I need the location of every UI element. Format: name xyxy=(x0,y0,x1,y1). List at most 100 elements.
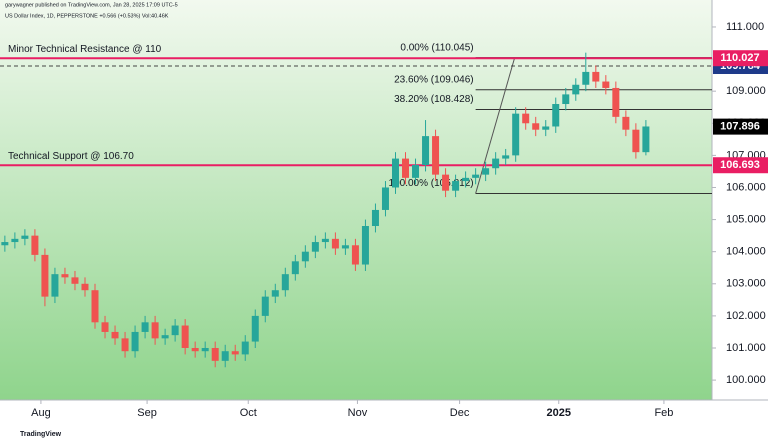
x-tick-label: Dec xyxy=(450,407,470,419)
y-tick-label: 111.000 xyxy=(726,21,764,33)
x-tick-label: Oct xyxy=(240,407,257,419)
candle-body xyxy=(231,351,239,355)
candle-body xyxy=(21,235,29,239)
y-tick-label: 109.000 xyxy=(726,85,766,97)
candle-body xyxy=(381,187,389,210)
candle-body xyxy=(482,168,490,175)
candle-body xyxy=(11,238,19,243)
candle-body xyxy=(402,158,410,178)
candle-body xyxy=(111,331,119,339)
x-tick-label: Aug xyxy=(31,407,51,419)
y-tick-label: 104.000 xyxy=(726,246,766,258)
candle-body xyxy=(582,71,590,85)
candle-body xyxy=(472,174,480,178)
candle-body xyxy=(331,238,339,249)
candle-body xyxy=(562,94,570,105)
candle-body xyxy=(291,261,299,275)
candle-body xyxy=(281,274,289,291)
candle-body xyxy=(301,251,309,262)
candle-body xyxy=(91,290,99,323)
candle-body xyxy=(251,315,259,342)
candle-body xyxy=(502,155,510,159)
candle-body xyxy=(41,254,49,297)
y-tick-label: 102.000 xyxy=(726,310,766,322)
candle-body xyxy=(31,235,39,255)
candle-body xyxy=(462,177,470,182)
candle-body xyxy=(341,245,349,249)
candle-body xyxy=(321,238,329,243)
candle-body xyxy=(552,104,560,127)
y-tick-label: 100.000 xyxy=(726,374,766,386)
candle-body xyxy=(1,242,9,246)
candle-body xyxy=(391,158,399,188)
candle-body xyxy=(622,116,630,130)
candle-body xyxy=(532,123,540,130)
candle-body xyxy=(121,338,129,352)
candle-body xyxy=(221,351,229,361)
fib-label: 100.00% (105.812) xyxy=(389,178,474,189)
candle-body xyxy=(422,136,430,166)
time-axis xyxy=(0,400,768,441)
candle-body xyxy=(492,158,500,169)
candle-body xyxy=(632,129,640,153)
fib-label: 38.20% (108.428) xyxy=(394,94,474,105)
candle-body xyxy=(592,71,600,82)
y-tick-label: 101.000 xyxy=(726,342,766,354)
plot-background xyxy=(0,0,712,400)
candle-body xyxy=(572,84,580,95)
y-tick-label: 105.000 xyxy=(726,213,766,225)
candle-body xyxy=(241,341,249,355)
candle-body xyxy=(371,209,379,227)
level-label: Technical Support @ 106.70 xyxy=(8,151,134,162)
trend-line xyxy=(475,57,516,194)
candle-body xyxy=(432,136,440,175)
x-tick-label: Sep xyxy=(137,407,157,419)
candle-body xyxy=(512,113,520,156)
candle-body xyxy=(191,347,199,352)
candle-body xyxy=(542,126,550,130)
fib-label: 0.00% (110.045) xyxy=(400,42,473,53)
candle-body xyxy=(201,347,209,352)
x-tick-label: Feb xyxy=(654,407,673,419)
symbol-info: US Dollar Index, 1D, PEPPERSTONE +0.566 … xyxy=(5,13,169,19)
brand: TradingView xyxy=(20,431,62,438)
candle-body xyxy=(131,331,139,352)
candle-body xyxy=(81,283,89,291)
candle-body xyxy=(181,325,189,348)
candle-body xyxy=(171,325,179,336)
price-tag-label: 107.896 xyxy=(720,121,760,133)
candle-body xyxy=(612,87,620,117)
price-tag-label: 110.027 xyxy=(720,52,759,64)
y-tick-label: 103.000 xyxy=(726,278,766,290)
level-label: Minor Technical Resistance @ 110 xyxy=(8,44,162,55)
price-tag-label: 106.693 xyxy=(720,159,760,171)
price-tag xyxy=(713,50,768,67)
candle-body xyxy=(412,165,420,178)
candle-body xyxy=(141,322,149,332)
candle-body xyxy=(602,81,610,88)
candle-body xyxy=(61,274,69,278)
candle-body xyxy=(101,322,109,332)
candle-body xyxy=(642,126,650,153)
candle-body xyxy=(361,226,369,265)
fib-label: 23.60% (109.046) xyxy=(394,74,474,85)
candle-body xyxy=(522,113,530,124)
candle-body xyxy=(71,277,79,284)
candle-body xyxy=(271,290,279,297)
candle-body xyxy=(452,181,460,191)
candle-body xyxy=(51,274,59,297)
candle-body xyxy=(161,335,169,339)
y-tick-label: 106.000 xyxy=(726,181,766,193)
price-tag xyxy=(713,157,768,174)
x-tick-label: 2025 xyxy=(547,407,571,419)
candle-body xyxy=(351,245,359,265)
candle-body xyxy=(261,296,269,316)
candle-body xyxy=(311,242,319,252)
candle-body xyxy=(442,174,450,191)
candle-body xyxy=(211,347,219,361)
x-tick-label: Nov xyxy=(348,407,368,419)
candle-body xyxy=(151,322,159,339)
price-tag xyxy=(713,118,768,135)
publisher: garywagner published on TradingView.com,… xyxy=(5,2,178,8)
